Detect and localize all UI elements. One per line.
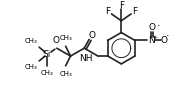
Text: NH: NH bbox=[79, 54, 93, 62]
Text: CH₃: CH₃ bbox=[24, 64, 37, 70]
Text: +: + bbox=[153, 35, 158, 40]
Text: CH₃: CH₃ bbox=[59, 35, 72, 41]
Text: CH₃: CH₃ bbox=[59, 71, 72, 77]
Text: ·: · bbox=[156, 21, 160, 31]
Text: F: F bbox=[105, 7, 110, 16]
Text: F: F bbox=[132, 7, 138, 16]
Text: O: O bbox=[149, 23, 156, 32]
Text: O: O bbox=[52, 36, 59, 45]
Text: N: N bbox=[148, 36, 155, 45]
Text: F: F bbox=[119, 1, 124, 10]
Text: ·: · bbox=[165, 32, 169, 41]
Text: O: O bbox=[88, 31, 96, 40]
Text: CH₃: CH₃ bbox=[41, 70, 53, 76]
Text: Si: Si bbox=[43, 50, 51, 59]
Text: O: O bbox=[161, 36, 168, 45]
Text: CH₃: CH₃ bbox=[24, 38, 37, 44]
